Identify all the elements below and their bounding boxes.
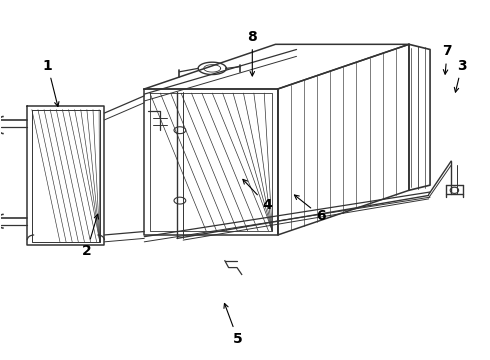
Text: 6: 6 [294, 195, 325, 223]
Text: 7: 7 [442, 44, 452, 74]
Text: 3: 3 [454, 59, 466, 92]
Text: 4: 4 [243, 179, 272, 212]
Text: 5: 5 [224, 303, 243, 346]
Text: 8: 8 [247, 30, 257, 76]
Text: 1: 1 [43, 59, 59, 107]
Text: 2: 2 [82, 214, 98, 258]
